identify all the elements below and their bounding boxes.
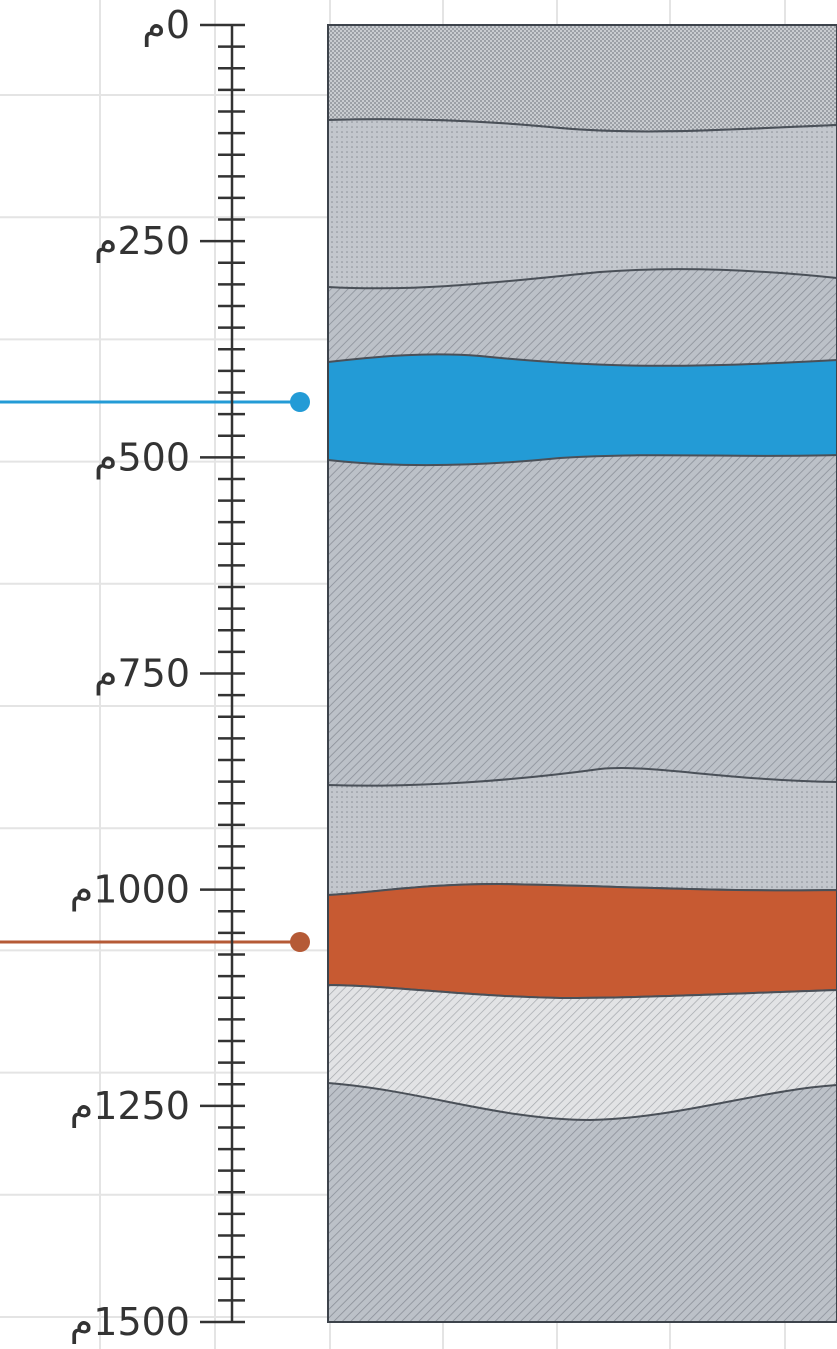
layer-4	[328, 768, 837, 895]
depth-scale	[200, 25, 245, 1322]
layer-aquifer-orange	[328, 884, 837, 998]
depth-label: 750م	[94, 652, 190, 696]
depth-label: 250م	[94, 219, 190, 263]
layers	[328, 25, 837, 1322]
stratigraphic-diagram: 0م 250م 500م 750م 1000م 1250م 1500م	[0, 0, 837, 1349]
depth-label: 1250م	[70, 1084, 190, 1128]
layer-1	[328, 25, 837, 131]
depth-label: 1500م	[70, 1300, 190, 1344]
layer-aquifer-blue	[328, 354, 837, 465]
layer-2	[328, 119, 837, 288]
depth-label: 1000م	[70, 868, 190, 912]
depth-label: 500م	[94, 435, 190, 479]
marker-dot-orange	[290, 932, 310, 952]
depth-label: 0م	[142, 3, 190, 47]
marker-dot-blue	[290, 392, 310, 412]
